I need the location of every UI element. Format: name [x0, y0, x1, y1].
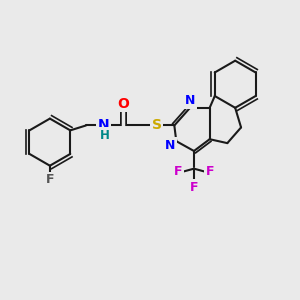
Text: F: F [174, 165, 182, 178]
Text: O: O [117, 97, 129, 111]
Text: F: F [206, 165, 214, 178]
Text: F: F [46, 173, 54, 186]
Text: H: H [100, 129, 110, 142]
Text: N: N [185, 94, 195, 107]
Text: N: N [165, 139, 176, 152]
Text: F: F [190, 181, 198, 194]
Text: S: S [152, 118, 162, 133]
Text: N: N [98, 118, 109, 133]
